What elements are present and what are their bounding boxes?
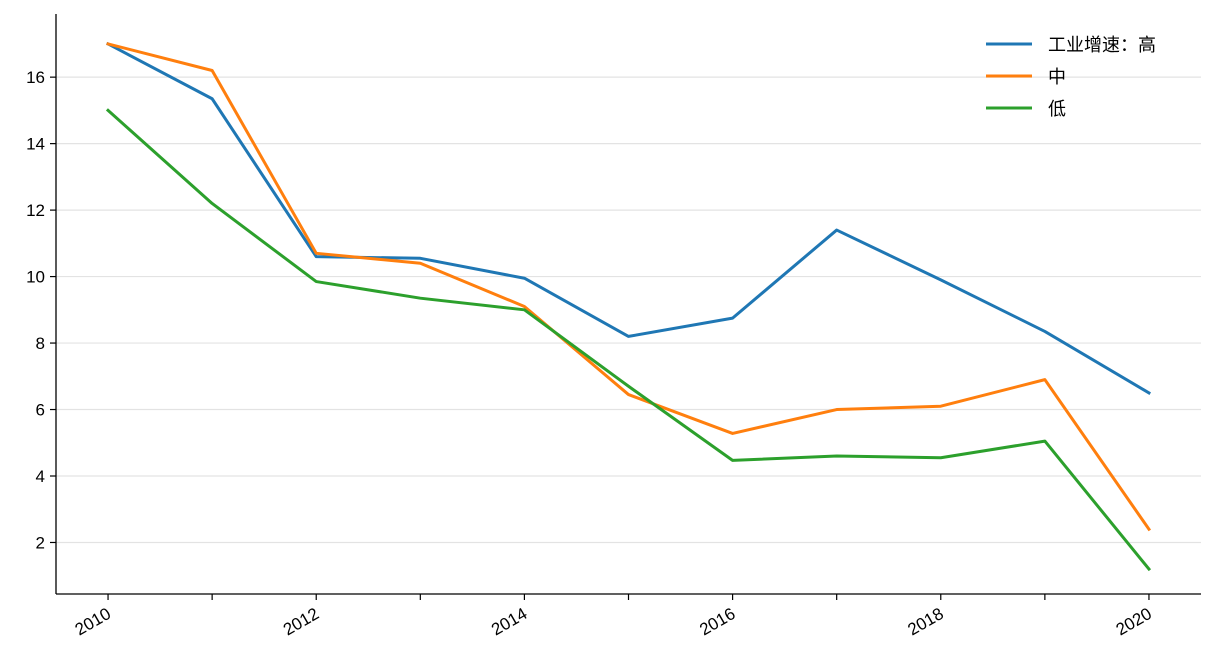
x-tick-label: 2018 <box>905 604 947 639</box>
y-tick-label: 16 <box>26 68 45 87</box>
x-tick-label: 2016 <box>696 604 738 639</box>
y-ticks: 2 4 6 8 10 12 14 16 <box>26 68 56 552</box>
series-line-1 <box>106 42 1152 532</box>
legend-label-0: 工业增速：高 <box>1048 35 1156 56</box>
y-tick-label: 14 <box>26 135 45 154</box>
x-tick-label: 2014 <box>488 604 530 639</box>
y-tick-label: 12 <box>26 201 45 220</box>
y-tick-label: 2 <box>36 533 45 552</box>
x-tick-label: 2020 <box>1113 604 1155 639</box>
legend-label-2: 低 <box>1048 99 1066 120</box>
legend-label-1: 中 <box>1048 67 1066 88</box>
series-lines <box>105 41 1152 572</box>
x-tick-label: 2012 <box>280 604 322 639</box>
y-tick-label: 8 <box>36 334 45 353</box>
axes <box>55 14 1201 595</box>
y-tick-label: 4 <box>36 467 45 486</box>
x-tick-label: 2010 <box>72 604 114 639</box>
series-line-0 <box>106 41 1152 395</box>
y-tick-label: 10 <box>26 268 45 287</box>
gridlines <box>56 76 1201 544</box>
series-line-2 <box>105 108 1152 572</box>
y-tick-label: 6 <box>36 401 45 420</box>
legend: 工业增速：高中低 <box>986 35 1156 120</box>
x-ticks: 2010 2012 2014 2016 2018 2020 <box>72 594 1155 639</box>
